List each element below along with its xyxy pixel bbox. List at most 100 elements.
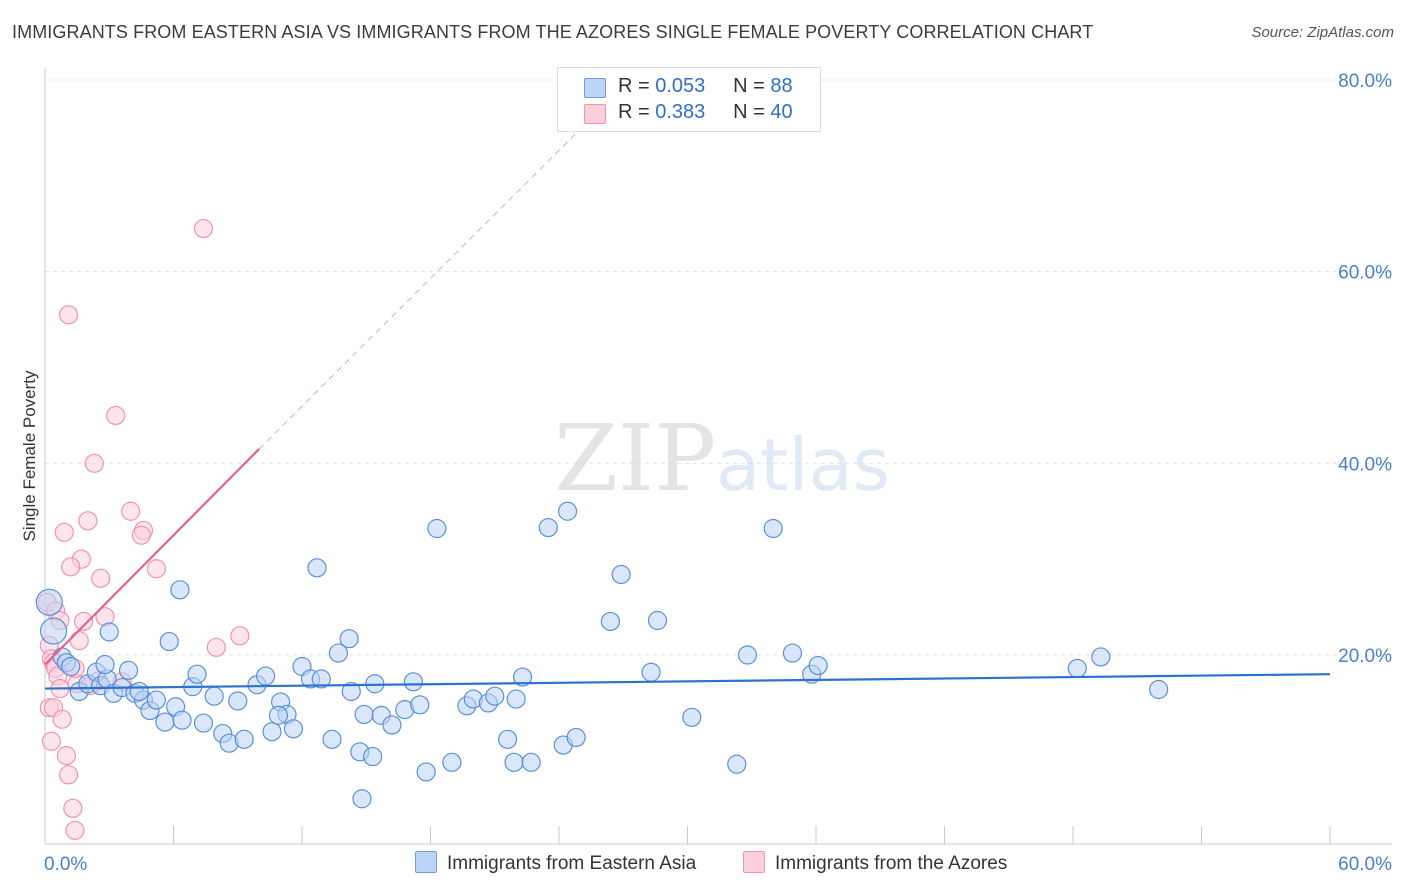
legend-r-value-azores: 0.383 (655, 101, 706, 123)
azores-point (54, 522, 74, 542)
eastern-asia-point (1149, 679, 1169, 700)
eastern-asia-point (1091, 647, 1111, 667)
eastern-asia-point (352, 789, 372, 809)
trend-line-eastern-asia (44, 673, 1331, 690)
azores-point (56, 746, 77, 766)
azores-point (121, 501, 141, 521)
eastern-asia-point (410, 695, 430, 715)
azores-point (206, 637, 226, 657)
watermark: ZIP atlas (554, 405, 890, 512)
eastern-asia-point (99, 622, 119, 642)
trend-line-azores (44, 448, 260, 666)
eastern-asia-point (382, 715, 402, 735)
legend-swatch-azores (584, 104, 606, 124)
y-axis-label: Single Female Poverty (20, 370, 39, 542)
bottom-legend-label-azores: Immigrants from the Azores (775, 853, 1008, 874)
legend-r-label: R = (618, 75, 650, 97)
eastern-asia-point (339, 629, 359, 649)
eastern-asia-point (647, 610, 668, 631)
eastern-asia-point (35, 588, 63, 616)
eastern-asia-point (146, 690, 166, 710)
eastern-asia-point (61, 656, 81, 677)
azores-point (41, 731, 62, 751)
x-tick-label: 60.0% (1338, 854, 1392, 875)
eastern-asia-point (95, 654, 115, 675)
stats-legend: R = 0.053 N = 88 R = 0.383 N = 40 (557, 67, 821, 132)
azores-point (106, 405, 126, 426)
eastern-asia-point (403, 672, 423, 692)
eastern-asia-point (255, 666, 276, 686)
azores-point (91, 568, 111, 588)
legend-r-label: R = (618, 101, 650, 123)
azores-point (193, 218, 214, 239)
eastern-asia-point (307, 558, 327, 578)
trend-extension-azores (258, 117, 592, 450)
legend-n-value-azores: 40 (770, 101, 793, 123)
bottom-legend-azores[interactable]: Immigrants from the Azores (743, 851, 1007, 875)
y-tick-label: 80.0% (1338, 71, 1392, 92)
eastern-asia-point (538, 517, 558, 538)
azores-point (58, 305, 79, 325)
bottom-legend-swatch-azores (743, 851, 765, 873)
bottom-legend-label-eastern-asia: Immigrants from Eastern Asia (447, 853, 697, 874)
legend-r-value-eastern-asia: 0.053 (655, 75, 706, 97)
eastern-asia-point (159, 631, 179, 652)
eastern-asia-point (311, 669, 331, 689)
eastern-asia-point (682, 707, 702, 727)
eastern-asia-point (442, 752, 462, 772)
eastern-asia-point (187, 664, 207, 684)
y-tick-label: 60.0% (1338, 263, 1392, 284)
eastern-asia-point (600, 611, 621, 632)
azores-point (230, 626, 250, 646)
azores-point (84, 453, 104, 473)
eastern-asia-point (172, 710, 192, 730)
y-tick-label: 20.0% (1338, 646, 1392, 667)
eastern-asia-point (341, 681, 361, 702)
eastern-asia-point (283, 719, 304, 739)
eastern-asia-point (557, 501, 578, 521)
legend-n-label: N = (733, 75, 765, 97)
eastern-asia-point (763, 518, 783, 539)
bottom-legend-swatch-eastern-asia (415, 851, 437, 873)
legend-n-value-eastern-asia: 88 (770, 75, 793, 97)
eastern-asia-point (808, 655, 828, 676)
eastern-asia-point (262, 722, 282, 742)
azores-point (146, 559, 166, 579)
gridlines (45, 79, 1392, 656)
eastern-asia-point (611, 564, 631, 585)
chart-title: IMMIGRANTS FROM EASTERN ASIA VS IMMIGRAN… (12, 22, 1094, 42)
tick-labels: 20.0% 40.0% 60.0% 80.0% 0.0% 60.0% (44, 71, 1392, 875)
eastern-asia-point (118, 660, 139, 680)
eastern-asia-point (737, 645, 758, 665)
series-azores-points (37, 218, 250, 840)
watermark-zip: ZIP (554, 405, 716, 512)
series-eastern-asia-points (35, 501, 1169, 809)
eastern-asia-point (129, 681, 149, 702)
eastern-asia-point (512, 667, 533, 687)
eastern-asia-point (427, 518, 447, 539)
azores-point (69, 631, 89, 651)
eastern-asia-point (322, 729, 342, 749)
azores-point (61, 557, 81, 577)
eastern-asia-point (155, 712, 175, 732)
bottom-legend-eastern-asia[interactable]: Immigrants from Eastern Asia (415, 851, 696, 875)
eastern-asia-point (170, 580, 190, 600)
eastern-asia-point (39, 617, 68, 645)
azores-point (131, 525, 151, 545)
eastern-asia-point (193, 713, 214, 733)
eastern-asia-point (228, 691, 248, 711)
azores-point (78, 511, 98, 531)
eastern-asia-point (328, 643, 349, 663)
y-tick-label: 40.0% (1338, 454, 1392, 475)
legend-n-label: N = (733, 101, 765, 123)
eastern-asia-point (521, 752, 541, 772)
eastern-asia-point (485, 686, 505, 706)
eastern-asia-point (363, 746, 383, 767)
eastern-asia-point (566, 727, 586, 748)
eastern-asia-point (1067, 658, 1087, 679)
eastern-asia-point (268, 705, 289, 725)
eastern-asia-point (782, 643, 803, 663)
eastern-asia-point (727, 754, 747, 774)
azores-point (58, 765, 79, 785)
